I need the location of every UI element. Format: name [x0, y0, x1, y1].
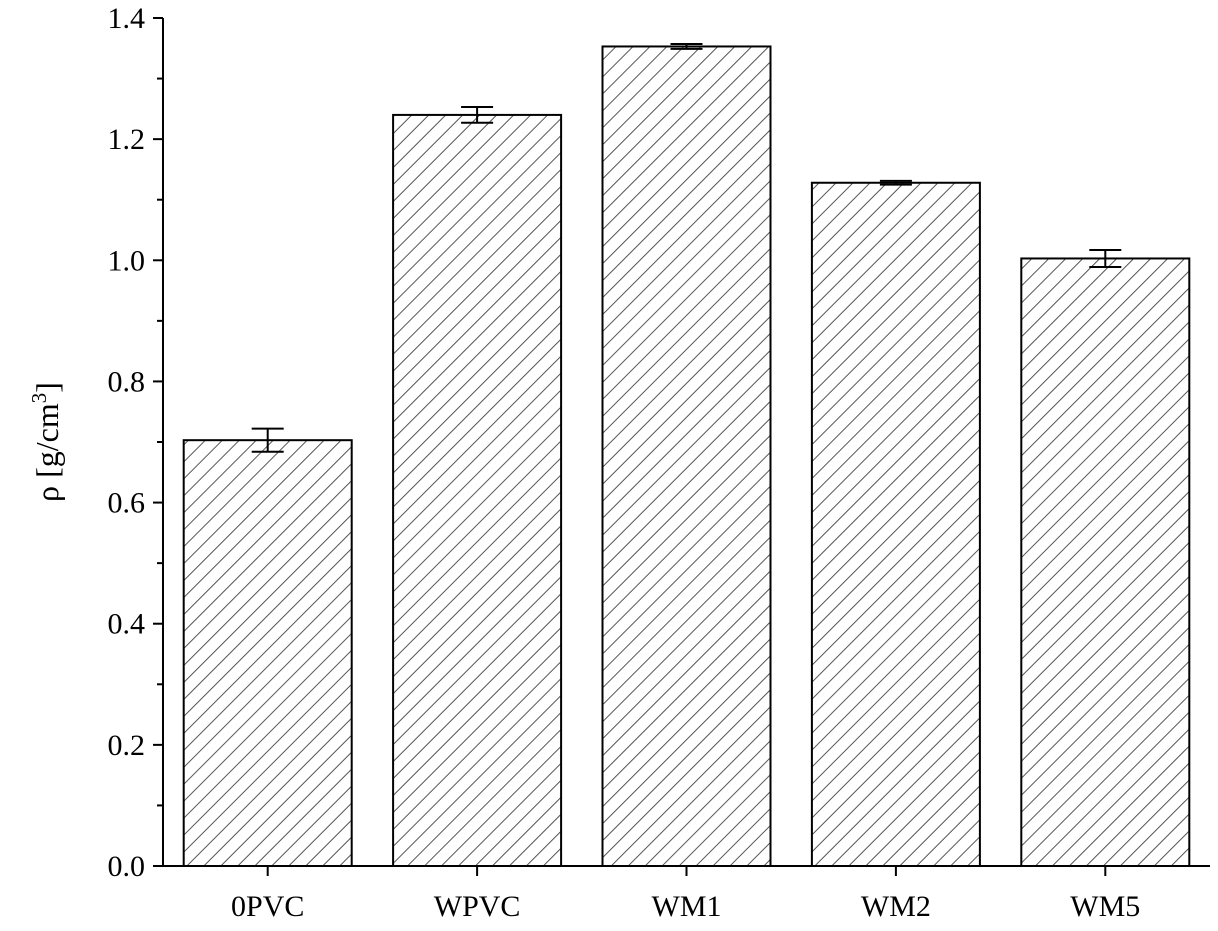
x-tick-label: WM2 — [861, 890, 931, 923]
bar-wm2 — [810, 181, 981, 868]
y-tick-label: 0.0 — [108, 850, 146, 883]
y-tick-label: 0.4 — [108, 608, 146, 641]
bars-group — [182, 43, 1191, 868]
x-tick-label: WM5 — [1070, 890, 1140, 923]
error-bar-0pvc — [251, 427, 284, 453]
error-bar-wm1 — [670, 43, 703, 50]
axes-group: 0PVC WPVC WM1 WM2 WM5 0.0 0.2 0.4 0.6 0.8 1.0 1.2 1.… — [108, 2, 1210, 923]
x-tick-label: WM1 — [652, 890, 722, 923]
bar-0pvc — [182, 439, 353, 867]
bar-wm1 — [601, 45, 772, 868]
y-tick-label: 1.0 — [108, 244, 146, 277]
y-tick-label: 1.2 — [108, 123, 146, 156]
error-bar-wm5 — [1089, 248, 1122, 268]
bar-wpvc — [392, 113, 563, 867]
error-bar-wpvc — [461, 106, 494, 124]
y-tick-label: 0.6 — [108, 487, 146, 520]
bar-wm5 — [1020, 257, 1191, 867]
error-bar-wm2 — [879, 179, 912, 186]
x-tick-label: 0PVC — [231, 890, 304, 923]
y-axis-title: ρ [g/cm3] — [27, 382, 65, 502]
y-tick-label: 0.8 — [108, 365, 146, 398]
x-tick-label: WPVC — [434, 890, 521, 923]
y-tick-label: 0.2 — [108, 729, 146, 762]
y-tick-label: 1.4 — [108, 2, 146, 35]
